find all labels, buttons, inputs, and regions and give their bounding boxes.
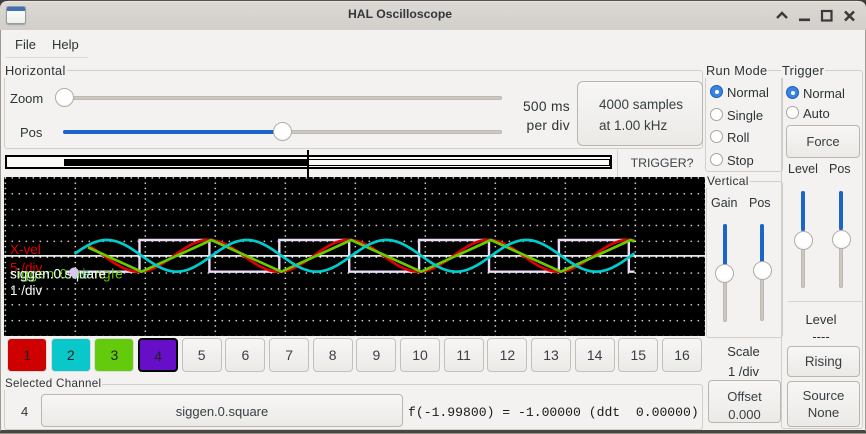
svg-text:1 /div: 1 /div (10, 283, 43, 298)
svg-text:X-vel: X-vel (10, 242, 41, 257)
svg-text:siggen.0.triangle: siggen.0.triangle (10, 267, 124, 282)
svg-text:siggen.0.square: siggen.0.square (10, 267, 106, 282)
svg-text:5 /div: 5 /div (10, 261, 43, 276)
